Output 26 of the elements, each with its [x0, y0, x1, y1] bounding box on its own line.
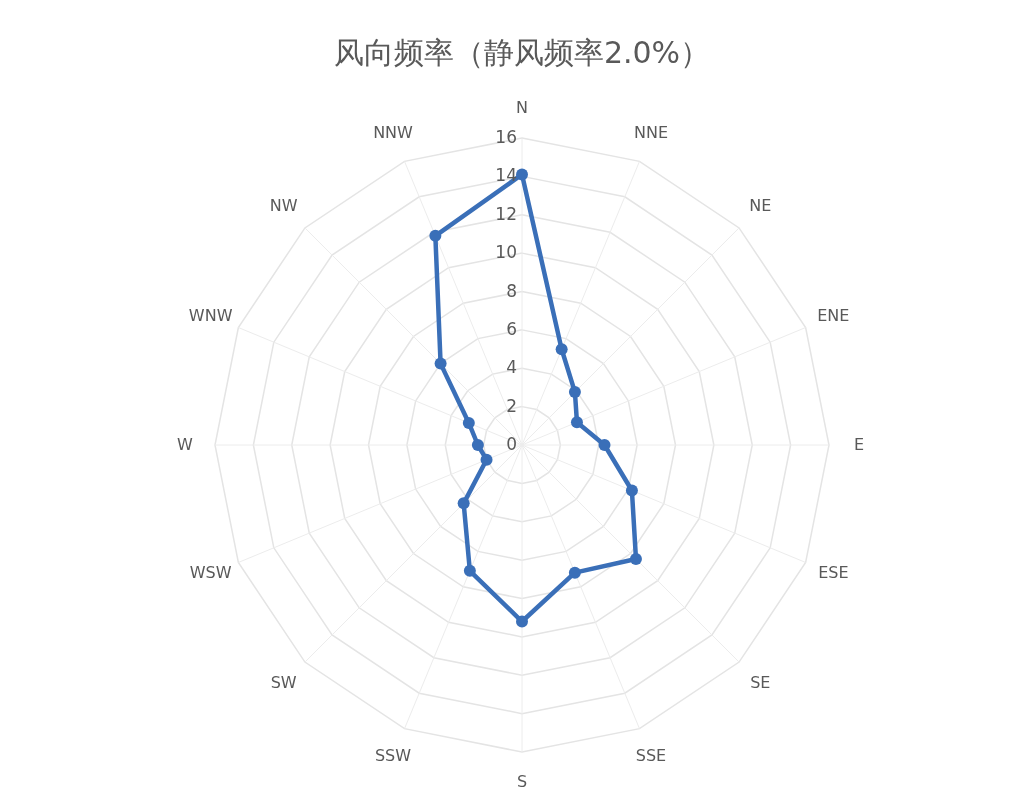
spoke-label: SW: [270, 672, 297, 692]
spoke-label: NE: [749, 196, 772, 216]
chart-title: 风向频率（静风频率2.0%）: [333, 35, 711, 70]
spoke-label: SSW: [374, 745, 412, 765]
spoke-label: NW: [269, 196, 298, 216]
spoke-label: W: [177, 434, 194, 454]
y-tick-label: 2: [506, 395, 517, 416]
y-tick-label: 12: [495, 203, 517, 224]
y-tick-label: 10: [495, 242, 517, 263]
y-tick-label: 8: [506, 280, 517, 301]
y-tick-label: 16: [495, 127, 517, 147]
spoke-label: E: [853, 434, 865, 454]
spoke-label: ESE: [818, 563, 849, 583]
spoke-label: SE: [750, 672, 771, 692]
spoke-label: SSE: [635, 745, 667, 765]
spoke-label: WNW: [188, 305, 233, 325]
spoke-label: NNE: [633, 123, 668, 143]
y-tick-label: 4: [506, 357, 517, 378]
y-tick-label: 14: [495, 165, 517, 186]
spoke-label: NNW: [373, 123, 414, 143]
y-tick-label: 0: [506, 434, 517, 454]
spoke-label: ENE: [817, 305, 850, 325]
y-tick-label: 6: [506, 318, 517, 339]
spoke-label: S: [516, 771, 528, 791]
spoke-label: WSW: [189, 563, 232, 583]
spoke-label: N: [516, 97, 528, 117]
